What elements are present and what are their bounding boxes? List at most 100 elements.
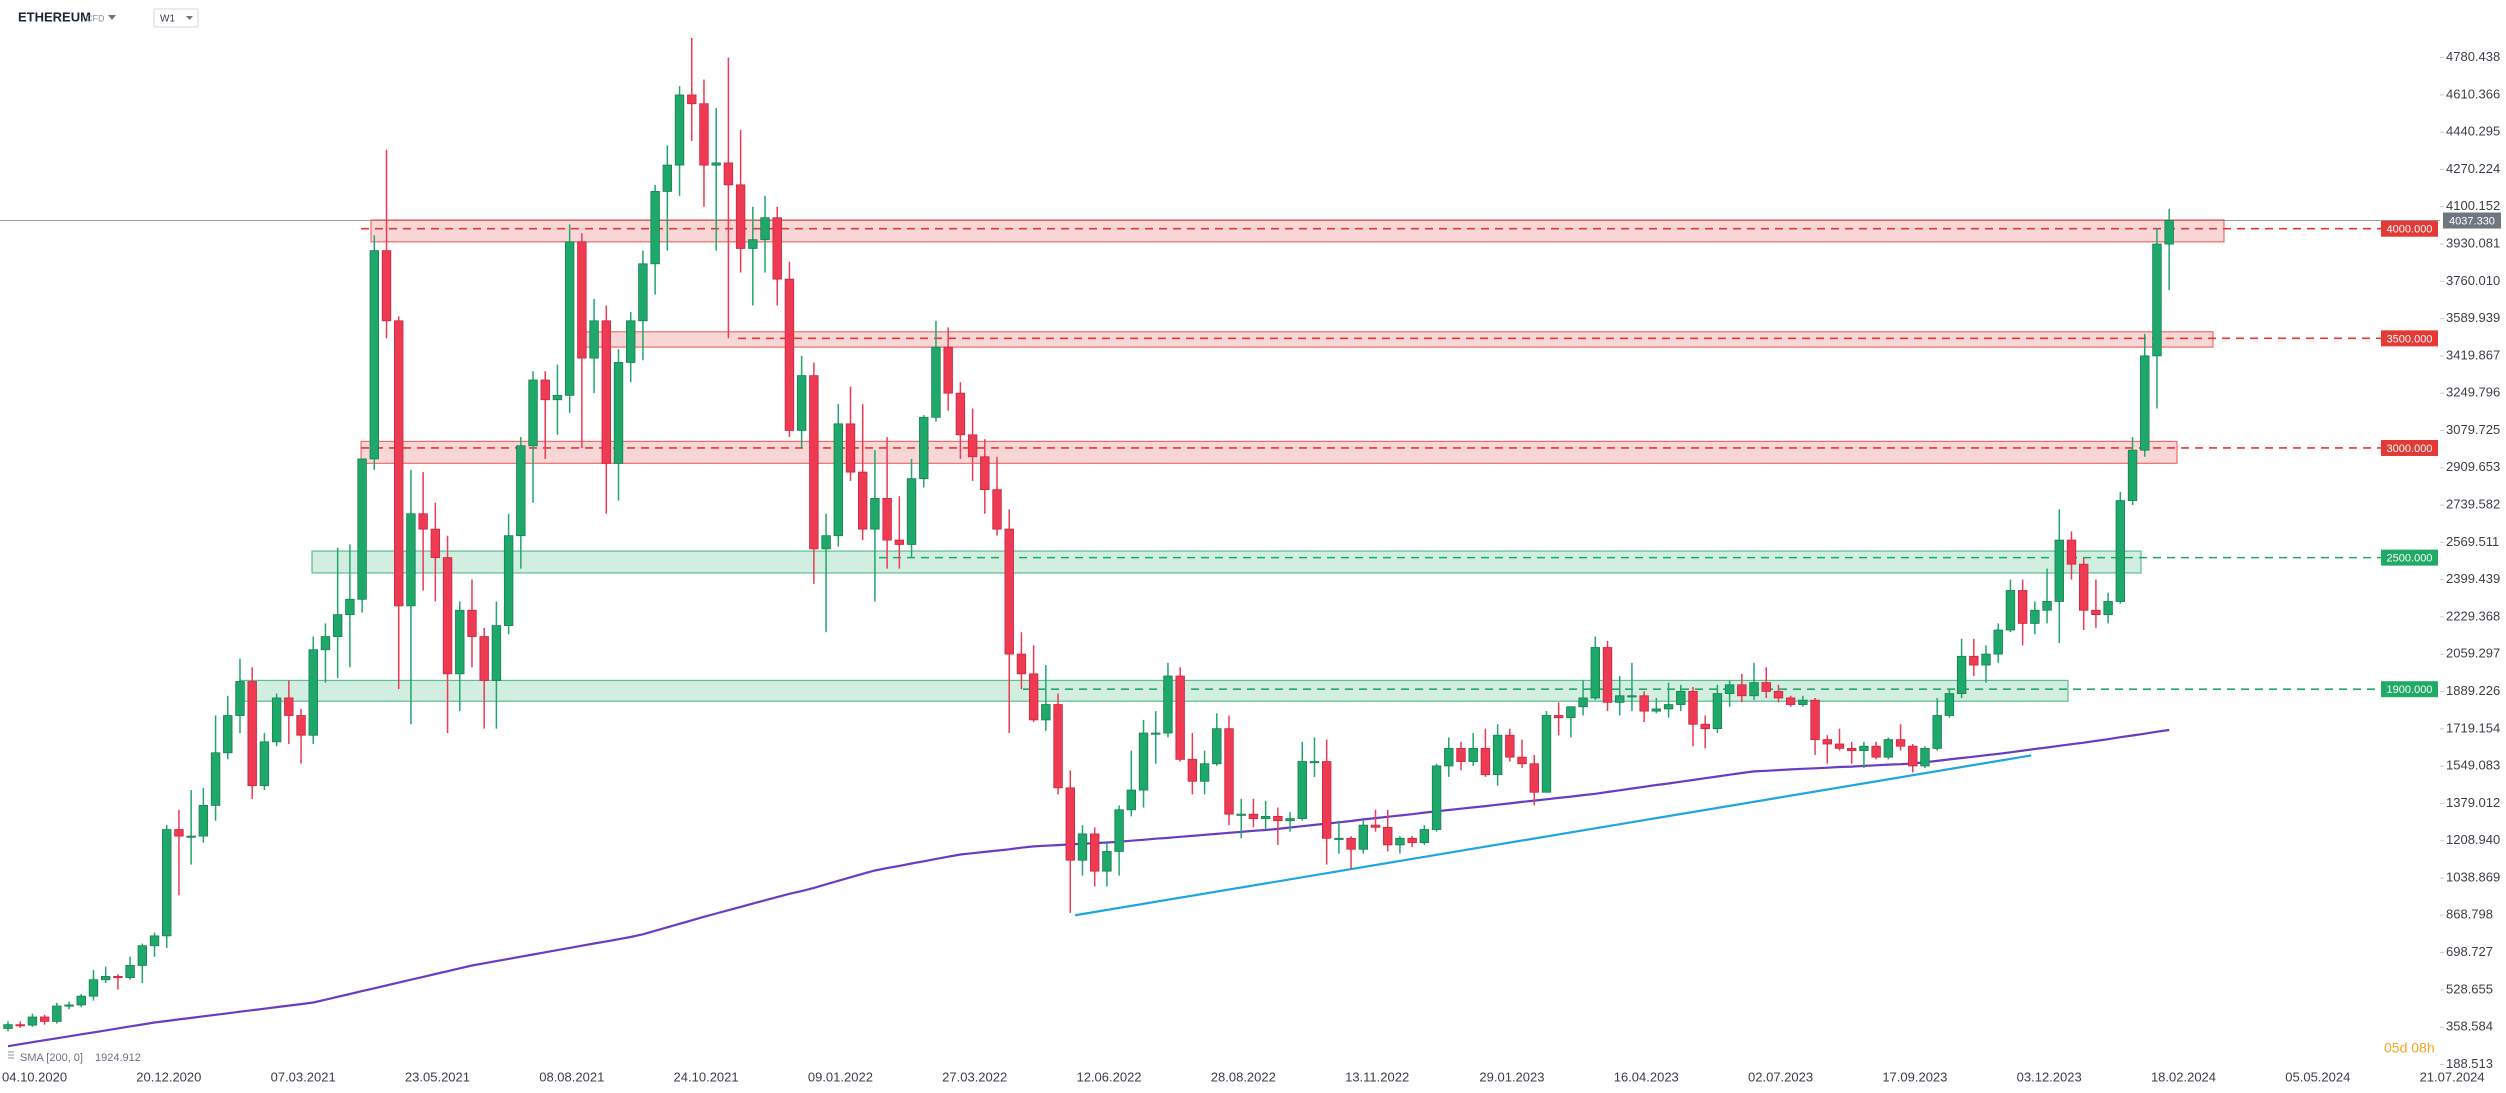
candle-body (2066, 539, 2077, 565)
y-tick-label: 4440.295 (2446, 124, 2500, 139)
y-tick-label: 698.727 (2446, 944, 2493, 959)
candle-body (2164, 220, 2174, 245)
candle-body (1663, 704, 1674, 710)
candle-body (198, 805, 209, 837)
legend-icon (8, 1051, 14, 1059)
candle-body (1578, 697, 1588, 708)
level-label-bg (2381, 681, 2438, 698)
sma (7, 728, 2170, 1048)
interval-box[interactable] (153, 8, 199, 28)
candle-body (1847, 747, 1857, 751)
y-tick-label: 2229.368 (2446, 608, 2500, 623)
candle-body (64, 1004, 74, 1007)
candle-body (418, 513, 428, 530)
candle-body (2030, 609, 2040, 624)
candle-body (1566, 706, 1576, 719)
x-tick-label: 03.12.2023 (2017, 1069, 2082, 1084)
candle-body (1590, 647, 1601, 699)
sma-line (7, 728, 2170, 1048)
candle-body (1163, 675, 1173, 734)
candle-body (76, 995, 86, 1006)
candle-body (1541, 715, 1552, 793)
candle-body (1749, 682, 1759, 697)
level-label: 3000.000 (2387, 443, 2433, 455)
candle-body (577, 241, 587, 359)
candle-body (2103, 601, 2113, 616)
candle-body (626, 320, 636, 363)
candle-body (369, 250, 380, 460)
candle-body (2005, 590, 2016, 631)
candle-body (1932, 715, 1942, 749)
candle-body (174, 829, 184, 837)
candle-body (955, 392, 966, 436)
candle-body (1785, 697, 1796, 705)
candle-body (479, 636, 489, 681)
x-tick-label: 12.06.2022 (1076, 1069, 1141, 1084)
candle-body (1908, 745, 1918, 767)
candle-body (1492, 734, 1503, 776)
candle-body (162, 829, 172, 937)
candle-body (3, 1024, 13, 1029)
y-tick-label: 188.513 (2446, 1056, 2493, 1071)
trend-line (1074, 754, 2032, 917)
y-tick-label: 2569.511 (2446, 534, 2499, 549)
candle-body (882, 498, 892, 541)
candle-body (638, 263, 648, 322)
candle-body (2078, 563, 2089, 611)
candle-body (1993, 629, 2003, 655)
candle-body (1175, 675, 1185, 760)
candle-body (223, 715, 233, 754)
candle-body (943, 346, 953, 394)
candle-body (1089, 833, 1100, 872)
y-tick-label: 2909.653 (2446, 459, 2500, 474)
candle-body (821, 535, 831, 550)
candle-body (967, 434, 978, 458)
candle-body (125, 965, 135, 978)
level-label: 2500.000 (2387, 553, 2433, 565)
candle-body (980, 456, 990, 491)
y-tick-label: 3419.867 (2446, 347, 2500, 362)
candle-body (1028, 673, 1039, 721)
candle-body (552, 394, 563, 401)
candle-body (1236, 813, 1246, 816)
candle-body (906, 478, 917, 545)
candle-body (1468, 747, 1478, 762)
x-tick-label: 23.05.2021 (405, 1069, 470, 1084)
candle-body (1053, 704, 1063, 789)
y-tick-label: 1379.012 (2446, 795, 2500, 810)
candle-body (1920, 747, 1930, 767)
candle-body (516, 445, 526, 537)
candle-body (1969, 655, 1979, 666)
x-tick-label: 20.12.2020 (136, 1069, 201, 1084)
candle-body (345, 598, 355, 616)
y-tick-label: 358.584 (2446, 1019, 2493, 1034)
candle-body (845, 423, 856, 473)
candle-body (589, 320, 599, 359)
candle-body (430, 528, 441, 559)
countdown: 05d 08h (2384, 1040, 2435, 1056)
candle-body (1895, 739, 1906, 747)
candle-body (1309, 761, 1320, 764)
candle-body (1114, 809, 1124, 852)
symbol[interactable]: ETHEREUM (18, 9, 91, 24)
legend-value: 1924.912 (95, 1052, 141, 1064)
candle-body (1370, 824, 1381, 828)
candle-body (100, 976, 111, 981)
y-tick-label: 1889.226 (2446, 683, 2500, 698)
candle-body (113, 976, 123, 979)
candle-body (1651, 708, 1662, 712)
candle-body (1517, 756, 1527, 765)
candle-body (699, 103, 709, 166)
x-tick-label: 08.08.2021 (539, 1069, 604, 1084)
level-zone (311, 550, 2142, 574)
candle-body (1199, 763, 1210, 782)
level-label-bg (2381, 330, 2438, 347)
candle-body (1334, 837, 1344, 840)
interval[interactable]: W1 (160, 14, 175, 25)
interval-dropdown[interactable] (186, 16, 193, 20)
symbol-dropdown[interactable] (108, 15, 116, 20)
candle-body (1248, 813, 1259, 819)
y-tick-label: 4610.366 (2446, 86, 2500, 101)
candle-body (858, 471, 868, 530)
